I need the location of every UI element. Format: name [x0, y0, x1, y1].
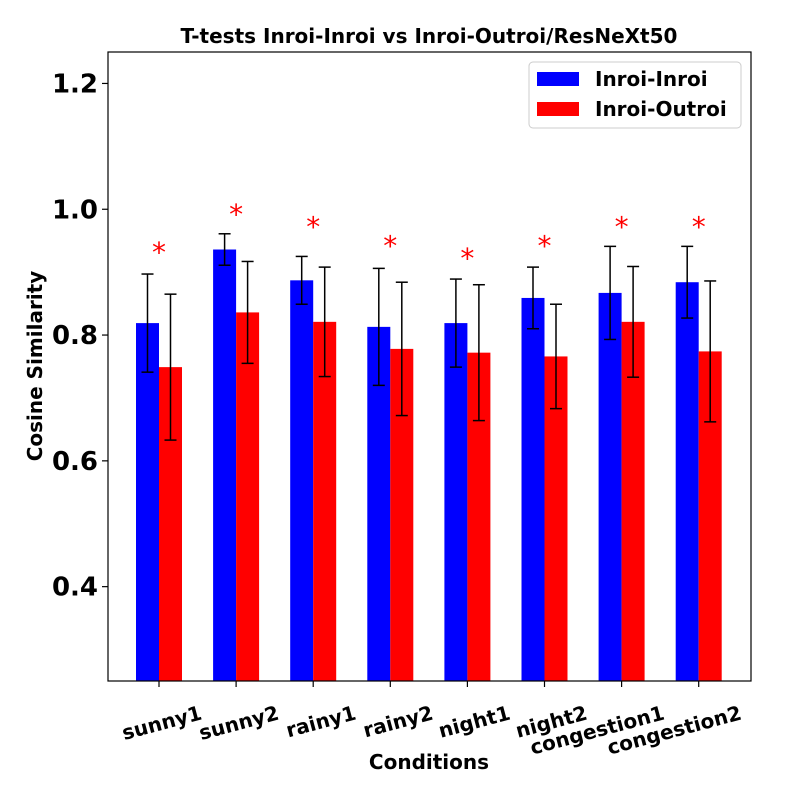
legend-swatch-inroi-outroi — [537, 102, 579, 116]
error-bar-inroi-inroi-sunny1 — [141, 273, 154, 373]
error-bar-inroi-outroi-sunny1 — [164, 293, 177, 441]
error-bar-inroi-inroi-sunny2 — [218, 233, 231, 266]
y-axis: 0.4 0.6 0.8 1.0 1.2 — [52, 69, 108, 603]
significance-star-sunny1: * — [152, 236, 166, 269]
bar-inroi-outroi-rainy2 — [390, 348, 414, 681]
bar-inroi-inroi-rainy1 — [290, 280, 314, 681]
error-bar-inroi-inroi-congestion2 — [681, 245, 694, 319]
bar-inroi-outroi-night2 — [544, 356, 568, 681]
error-bar-inroi-inroi-rainy2 — [372, 267, 385, 387]
error-bar-inroi-inroi-rainy1 — [295, 255, 308, 305]
bars-layer — [136, 249, 722, 682]
legend-label-inroi-inroi: Inroi-Inroi — [595, 67, 708, 91]
x-tick-label-rainy1: rainy1 — [283, 701, 358, 743]
x-tick-label-night1: night1 — [436, 701, 513, 743]
significance-star-night2: * — [538, 230, 552, 263]
error-bar-inroi-inroi-night2 — [527, 266, 539, 330]
bar-inroi-inroi-congestion2 — [675, 282, 699, 681]
x-tick-label-sunny1: sunny1 — [119, 701, 204, 745]
bar-inroi-inroi-sunny1 — [136, 323, 159, 681]
bar-inroi-outroi-congestion1 — [621, 321, 645, 681]
bar-inroi-outroi-rainy1 — [313, 321, 337, 681]
bar-inroi-inroi-rainy2 — [367, 326, 391, 681]
legend-swatch-inroi-inroi — [537, 72, 579, 86]
y-axis-label: Cosine Similarity — [23, 271, 47, 462]
error-bar-inroi-inroi-night1 — [449, 278, 462, 368]
chart-title: T-tests Inroi-Inroi vs Inroi-Outroi/ResN… — [181, 24, 678, 48]
error-bar-inroi-outroi-night1 — [472, 283, 485, 422]
legend-label-inroi-outroi: Inroi-Outroi — [595, 97, 727, 121]
plot-frame — [107, 51, 752, 682]
x-tick-label-sunny2: sunny2 — [196, 701, 281, 745]
error-bars-layer — [141, 233, 717, 441]
x-tick-label-rainy2: rainy2 — [360, 701, 435, 743]
error-bar-inroi-outroi-night2 — [550, 303, 562, 410]
significance-star-sunny2: * — [229, 198, 243, 231]
legend: Inroi-Inroi Inroi-Outroi — [528, 61, 742, 129]
error-bar-inroi-inroi-congestion1 — [604, 245, 617, 341]
x-axis-label: Conditions — [369, 750, 489, 774]
significance-star-night1: * — [460, 242, 474, 275]
bar-inroi-inroi-congestion1 — [598, 292, 622, 681]
y-tick-label: 0.6 — [52, 447, 98, 477]
bar-inroi-outroi-night1 — [467, 352, 491, 681]
significance-star-rainy1: * — [306, 211, 320, 244]
error-bar-inroi-outroi-rainy2 — [395, 281, 408, 417]
significance-markers-layer: * * * * * * * * — [152, 198, 706, 275]
significance-star-congestion2: * — [692, 211, 706, 244]
y-tick-label: 0.4 — [52, 573, 98, 603]
bar-inroi-outroi-sunny2 — [236, 312, 260, 681]
legend-box — [528, 61, 742, 129]
y-tick-label: 0.8 — [52, 321, 98, 351]
error-bar-inroi-outroi-congestion2 — [704, 280, 717, 423]
y-tick-label: 1.0 — [52, 195, 98, 225]
bar-inroi-inroi-night2 — [521, 297, 545, 681]
error-bar-inroi-outroi-congestion1 — [627, 265, 640, 378]
bar-inroi-inroi-night1 — [444, 323, 468, 681]
bar-inroi-outroi-congestion2 — [698, 351, 722, 681]
bar-inroi-outroi-sunny1 — [159, 367, 182, 681]
y-tick-label: 1.2 — [52, 69, 98, 99]
error-bar-inroi-outroi-rainy1 — [318, 266, 331, 378]
significance-star-congestion1: * — [615, 211, 629, 244]
error-bar-inroi-outroi-sunny2 — [241, 260, 254, 365]
bar-inroi-inroi-sunny2 — [213, 249, 237, 682]
significance-star-rainy2: * — [383, 230, 397, 263]
